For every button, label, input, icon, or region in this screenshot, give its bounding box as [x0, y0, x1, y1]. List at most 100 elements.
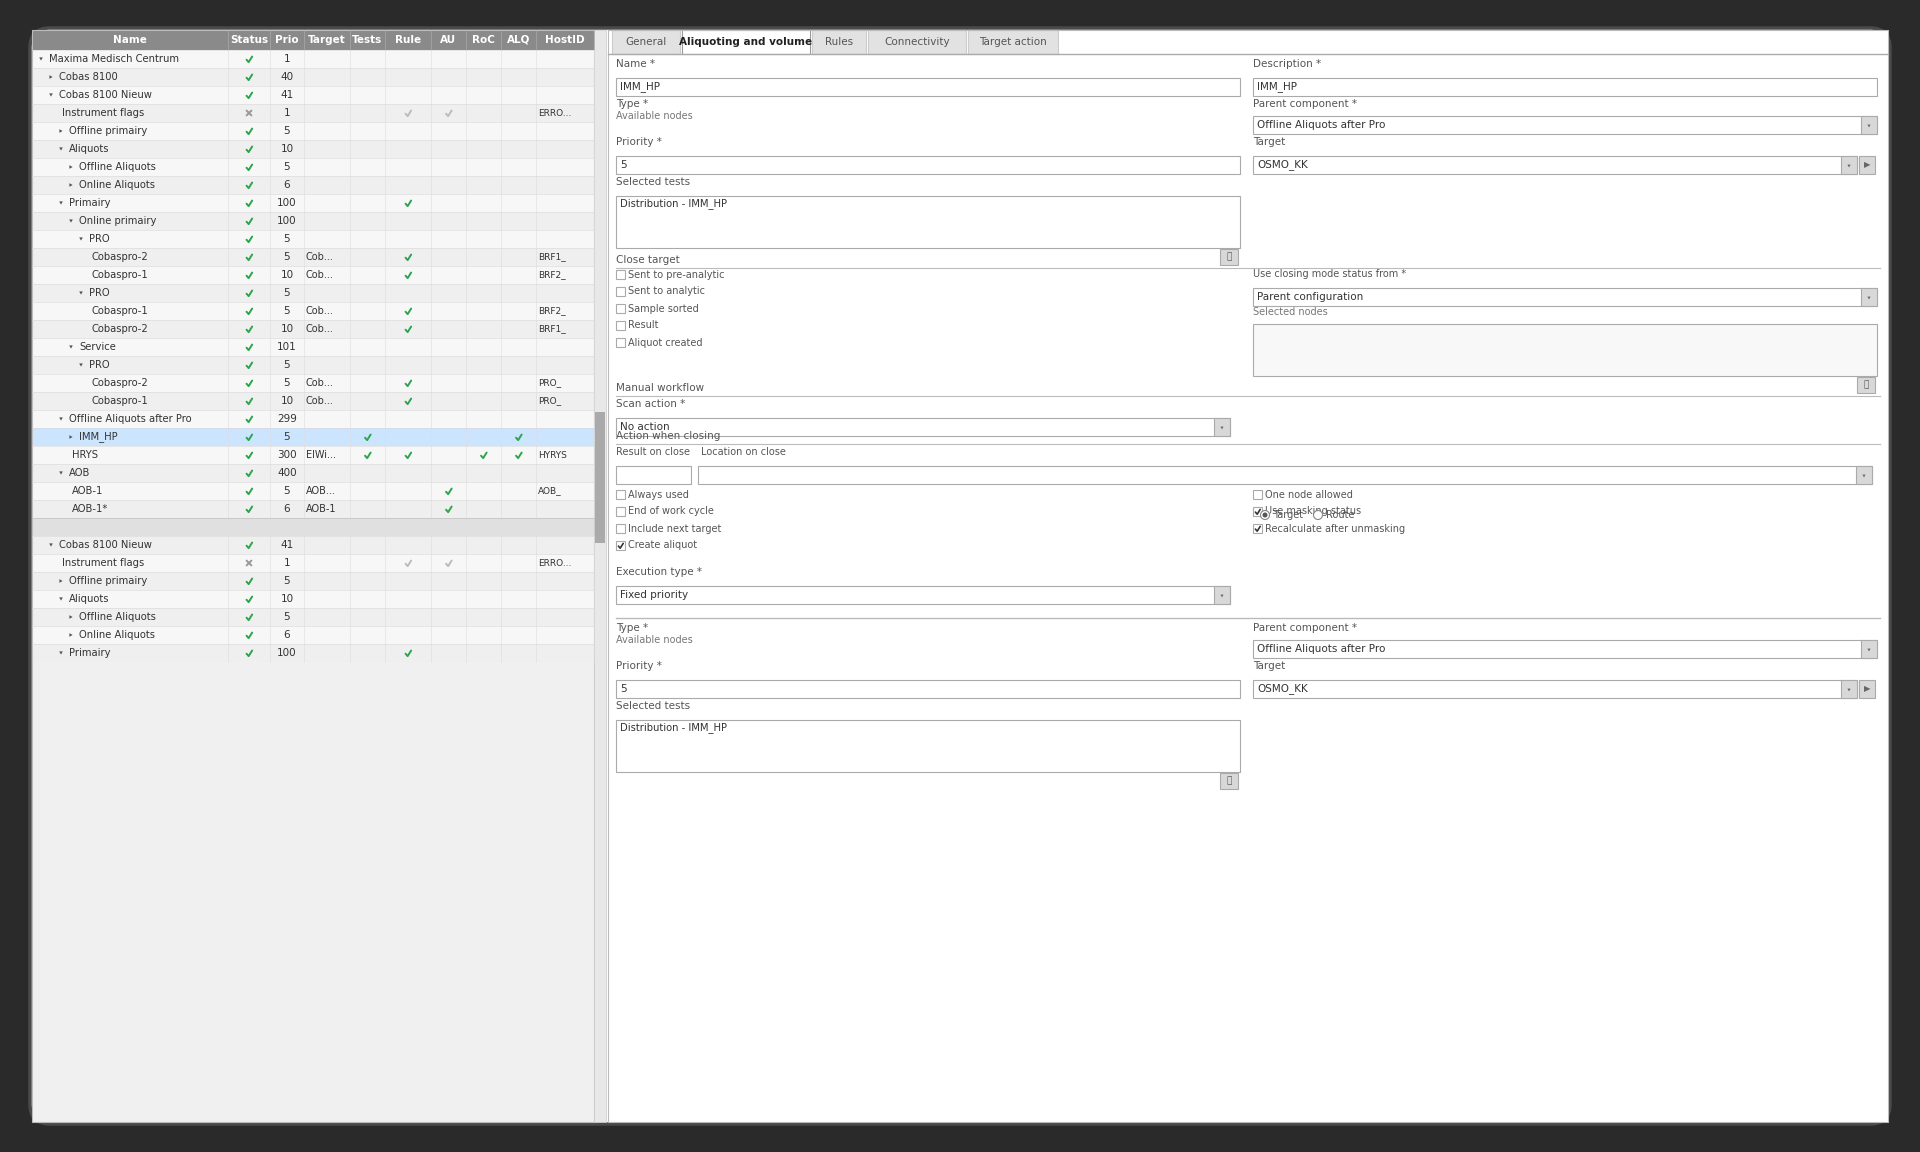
Bar — [1254, 324, 1878, 376]
Bar — [33, 248, 593, 266]
Text: Target: Target — [307, 35, 346, 45]
Text: 5: 5 — [284, 126, 290, 136]
Text: Prio: Prio — [275, 35, 300, 45]
Text: 5: 5 — [284, 359, 290, 370]
Text: BRF2_: BRF2_ — [538, 271, 566, 280]
Bar — [616, 78, 1240, 96]
Text: Scan action *: Scan action * — [616, 399, 685, 409]
Text: 🔍: 🔍 — [1227, 252, 1233, 262]
Text: Name *: Name * — [616, 59, 655, 69]
Text: Cobaspro-1: Cobaspro-1 — [92, 306, 148, 316]
Text: 40: 40 — [280, 71, 294, 82]
Bar — [33, 518, 593, 536]
Text: Cobaspro-1: Cobaspro-1 — [92, 396, 148, 406]
Bar — [616, 418, 1231, 435]
Text: 1: 1 — [284, 108, 290, 118]
Text: Offline Aliquots: Offline Aliquots — [79, 612, 156, 622]
Bar — [616, 680, 1240, 698]
Bar — [612, 30, 680, 54]
Text: Always used: Always used — [628, 490, 689, 500]
Text: AOB-1: AOB-1 — [305, 505, 336, 514]
Text: Cob...: Cob... — [305, 270, 334, 280]
Text: IMM_HP: IMM_HP — [1258, 82, 1298, 92]
Bar — [33, 536, 593, 554]
Bar — [868, 30, 966, 54]
Text: ERRO...: ERRO... — [538, 108, 572, 118]
Bar — [616, 156, 1240, 174]
Text: Cob...: Cob... — [305, 324, 334, 334]
Text: BRF1_: BRF1_ — [538, 325, 566, 333]
Text: Cobas 8100 Nieuw: Cobas 8100 Nieuw — [60, 90, 152, 100]
Text: 1: 1 — [284, 54, 290, 65]
Bar — [1219, 249, 1238, 265]
Text: Result on close: Result on close — [616, 447, 689, 457]
Text: 100: 100 — [276, 217, 298, 226]
Bar — [1254, 78, 1878, 96]
Text: HostID: HostID — [545, 35, 586, 45]
Text: Aliquot created: Aliquot created — [628, 338, 703, 348]
Bar — [33, 141, 593, 158]
Text: PRO_: PRO_ — [538, 396, 561, 406]
Bar — [1254, 288, 1878, 306]
Bar — [1859, 156, 1876, 174]
Text: Distribution - IMM_HP: Distribution - IMM_HP — [620, 198, 728, 210]
Bar — [812, 30, 866, 54]
Bar — [1859, 680, 1876, 698]
Text: Sent to pre-analytic: Sent to pre-analytic — [628, 270, 724, 280]
Bar — [616, 541, 626, 550]
Polygon shape — [79, 291, 83, 295]
Polygon shape — [60, 202, 63, 205]
Bar — [33, 194, 593, 212]
Bar — [616, 720, 1240, 772]
Bar — [33, 500, 593, 518]
Text: ElWi...: ElWi... — [305, 450, 336, 460]
Polygon shape — [1221, 426, 1223, 430]
Text: Use masking status: Use masking status — [1265, 507, 1361, 516]
Bar — [616, 338, 626, 347]
Bar — [33, 30, 593, 50]
Text: 299: 299 — [276, 414, 298, 424]
Text: PRO_: PRO_ — [538, 379, 561, 387]
Bar — [33, 608, 593, 626]
Bar — [1254, 490, 1261, 499]
Text: Target: Target — [1254, 137, 1284, 147]
Bar — [616, 586, 1231, 604]
Text: Cob...: Cob... — [305, 378, 334, 388]
Text: Name: Name — [113, 35, 148, 45]
Text: 5: 5 — [620, 160, 626, 170]
Text: Available nodes: Available nodes — [616, 635, 693, 645]
Text: Description *: Description * — [1254, 59, 1321, 69]
Text: Offline primairy: Offline primairy — [69, 126, 148, 136]
Text: 5: 5 — [284, 306, 290, 316]
Bar — [33, 212, 593, 230]
Bar — [616, 524, 626, 533]
Text: Offline primairy: Offline primairy — [69, 576, 148, 586]
Text: Target action: Target action — [979, 37, 1046, 47]
Polygon shape — [38, 58, 42, 61]
Text: End of work cycle: End of work cycle — [628, 507, 714, 516]
Text: AOB-1: AOB-1 — [73, 486, 104, 497]
Polygon shape — [60, 579, 63, 583]
Bar — [593, 30, 607, 1122]
Text: ▶: ▶ — [1864, 160, 1870, 169]
Text: RoC: RoC — [472, 35, 495, 45]
Text: Offline Aliquots after Pro: Offline Aliquots after Pro — [1258, 644, 1386, 654]
Text: Offline Aliquots after Pro: Offline Aliquots after Pro — [69, 414, 192, 424]
Text: Parent component *: Parent component * — [1254, 99, 1357, 109]
Bar — [33, 302, 593, 320]
Bar — [33, 30, 593, 1122]
Bar — [616, 507, 626, 516]
Bar — [33, 86, 593, 104]
Text: Aliquots: Aliquots — [69, 144, 109, 154]
Bar — [33, 122, 593, 141]
Text: 6: 6 — [284, 505, 290, 514]
Bar — [33, 68, 593, 86]
FancyBboxPatch shape — [31, 28, 1889, 1124]
Text: Recalculate after unmasking: Recalculate after unmasking — [1265, 523, 1405, 533]
Bar — [616, 467, 691, 484]
Text: PRO: PRO — [88, 234, 109, 244]
Text: Close target: Close target — [616, 255, 680, 265]
Bar — [1841, 680, 1857, 698]
Text: 10: 10 — [280, 270, 294, 280]
Bar — [1254, 507, 1261, 516]
